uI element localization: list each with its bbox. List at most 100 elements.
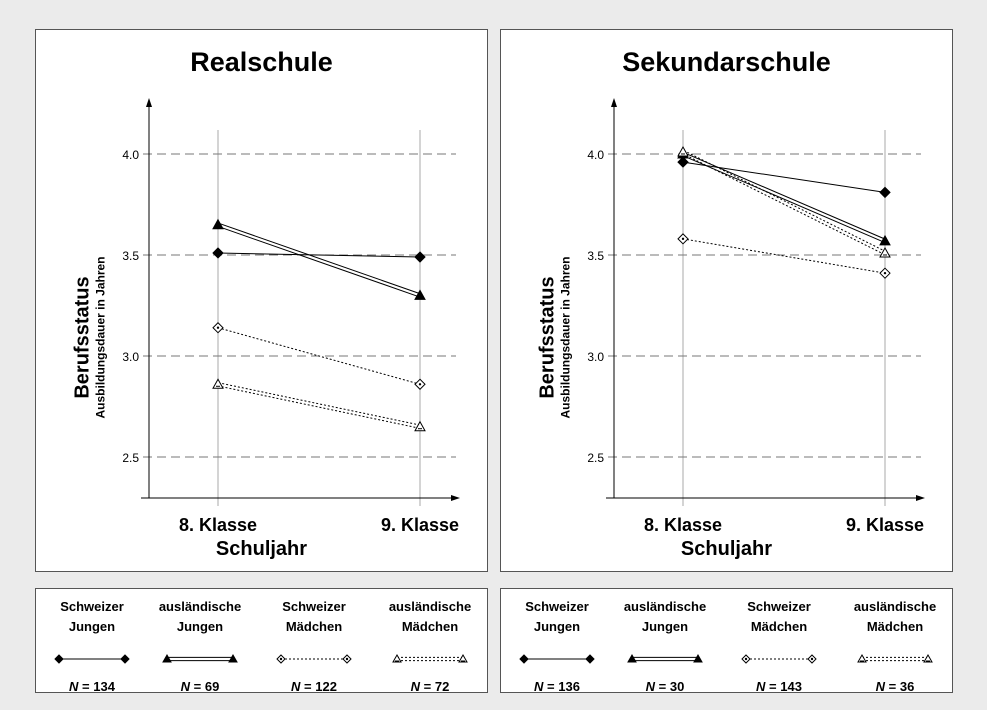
x-axis-arrow: [451, 495, 460, 501]
legend-marker-dot: [744, 657, 748, 661]
y-tick-label: 3.0: [587, 350, 604, 364]
y-axis-title: Berufsstatus: [71, 276, 94, 399]
legend-marker: [585, 654, 595, 664]
legend-label-line2: Jungen: [533, 619, 581, 634]
legend-swatch: [162, 653, 238, 663]
legend-item: Schweizer Jungen N = 134: [38, 597, 146, 694]
series-2: [677, 233, 891, 279]
legend-n-value: = 36: [885, 679, 915, 694]
y-tick-label: 4.0: [587, 148, 604, 162]
chart-plot-sekundarschule: 4.0 3.5 3.0 2.5 8. Klasse 9. Klasse: [587, 98, 925, 535]
y-axis-arrow: [146, 98, 152, 107]
legend-n-value: = 136: [543, 679, 580, 694]
legend-n-symbol: N: [645, 679, 656, 694]
legend-marker-dot: [810, 657, 814, 661]
series-2: [212, 322, 426, 390]
legend-n-value: = 30: [655, 679, 685, 694]
data-point-dot: [216, 326, 220, 329]
series-3: [677, 145, 891, 258]
data-point: [414, 289, 426, 300]
series-1: [212, 218, 426, 300]
y-axis-subtitle: Ausbildungsdauer in Jahren: [93, 256, 108, 419]
data-point-dot: [681, 237, 685, 241]
panel-title: Sekundarschule: [622, 47, 831, 77]
legend-swatch: [392, 653, 468, 663]
legend-swatch: [627, 653, 703, 663]
legend-label-line2: Jungen: [68, 619, 116, 634]
legend-swatch: [54, 654, 130, 664]
series-line: [682, 238, 886, 274]
y-tick-label: 4.0: [122, 148, 139, 162]
y-tick-label: 2.5: [122, 451, 139, 465]
data-point: [677, 156, 689, 168]
legend-label-line2: Mädchen: [401, 619, 459, 634]
legend-item: Schweizer Mädchen N = 122: [260, 597, 368, 694]
legend-label-line2: Mädchen: [285, 619, 343, 634]
series-line-a: [217, 225, 420, 298]
legend-swatch: [276, 654, 352, 664]
y-axis-label: Berufsstatus Ausbildungsdauer in Jahren: [537, 228, 574, 448]
legend-label-line1: ausländische: [623, 599, 707, 614]
x-axis-title: Schuljahr: [680, 538, 773, 560]
data-point: [879, 234, 891, 246]
data-point: [677, 145, 689, 157]
legend-marker: [162, 653, 172, 663]
data-point: [212, 218, 224, 230]
legend-realschule: Schweizer Jungen N = 134 ausländische Jungen…: [35, 588, 488, 694]
legend-label-line1: ausländische: [158, 599, 242, 614]
legend-n-value: = 72: [420, 679, 450, 694]
x-axis-arrow: [916, 495, 925, 501]
series-line-b: [218, 382, 421, 426]
legend-label-line1: Schweizer: [60, 599, 124, 614]
panel-title: Realschule: [190, 47, 333, 77]
legend-n-symbol: N: [756, 679, 766, 694]
series-line: [217, 252, 421, 258]
legend-n-value: = 134: [78, 679, 115, 694]
legend-item: ausländische Mädchen N = 72: [376, 597, 484, 694]
x-tick-label: 9. Klasse: [846, 515, 924, 535]
data-point: [879, 186, 891, 199]
chart-plot-realschule: 4.0 3.5 3.0 2.5 8. Klasse 9. Klasse: [122, 98, 460, 535]
data-point: [879, 246, 891, 258]
legend-n: N = 72: [376, 679, 484, 694]
y-tick-label: 3.5: [587, 249, 604, 263]
legend-marker: [458, 653, 468, 663]
legend-n-symbol: N: [291, 679, 301, 694]
legend-n: N = 122: [260, 679, 368, 694]
legend-n: N = 30: [611, 679, 719, 694]
legend-n: N = 136: [503, 679, 611, 694]
legend-n-symbol: N: [180, 679, 191, 694]
legend-marker: [519, 654, 529, 664]
legend-label-line1: ausländische: [388, 599, 472, 614]
legend-marker: [693, 653, 703, 663]
legend-n: N = 143: [725, 679, 833, 694]
series-line-a: [217, 385, 420, 429]
legend-label-line1: ausländische: [853, 599, 937, 614]
legend-label-line1: Schweizer: [747, 599, 811, 614]
legend-marker: [54, 654, 64, 664]
legend-label-line2: Mädchen: [866, 619, 924, 634]
legend-marker: [857, 653, 867, 663]
legend-n-symbol: N: [534, 679, 544, 694]
data-point-dot: [883, 271, 887, 275]
y-tick-label: 3.5: [122, 249, 139, 263]
panel-sekundarschule: Sekundarschule 4.0 3.5 3.0 2.5 8. Klasse 9. K…: [500, 29, 953, 572]
x-axis-title: Schuljahr: [215, 538, 308, 560]
legend-n-value: = 69: [190, 679, 220, 694]
legend-marker-dot: [345, 657, 349, 661]
legend-n-symbol: N: [69, 679, 79, 694]
data-point: [212, 247, 224, 259]
legend-n-symbol: N: [410, 679, 421, 694]
x-tick-label: 9. Klasse: [381, 515, 459, 535]
legend-swatch: [741, 654, 817, 664]
data-point: [414, 420, 426, 432]
legend-swatch: [519, 654, 595, 664]
legend-label-line2: Jungen: [641, 619, 689, 634]
legend-item: Schweizer Jungen N = 136: [503, 597, 611, 694]
series-3: [212, 378, 426, 432]
legend-label-line2: Jungen: [176, 619, 224, 634]
data-point: [414, 251, 426, 263]
legend-marker: [392, 653, 402, 663]
data-point-dot: [418, 383, 422, 386]
series-0: [212, 247, 426, 263]
